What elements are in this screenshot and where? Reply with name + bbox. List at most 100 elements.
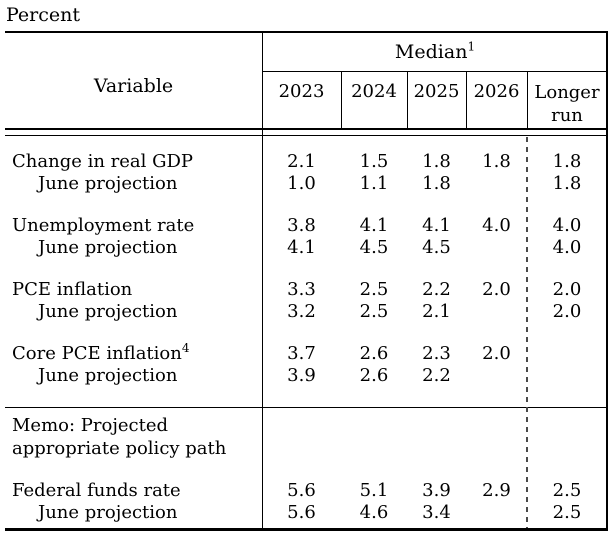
value-2023: 3.2 [287, 301, 316, 322]
year-header-2023: 2023 [278, 81, 325, 102]
value-2024: 5.1 [359, 480, 389, 501]
row-label: PCE inflation [12, 279, 133, 300]
value-2024: 4.5 [359, 237, 389, 258]
header-double-rule-lower [5, 135, 608, 136]
table-top-rule [5, 31, 608, 33]
median-underline-rule [262, 71, 608, 72]
value-2023: 2.1 [287, 151, 316, 172]
row-real-gdp: Change in real GDP 2.1 1.5 1.8 1.8 1.8 [5, 151, 607, 173]
value-2024: 4.6 [359, 502, 389, 523]
value-longer-run: 2.0 [552, 301, 582, 322]
row-pce-inflation-june: June projection 3.2 2.5 2.1 2.0 [5, 301, 607, 323]
value-longer-run: 2.5 [552, 480, 582, 501]
row-unemployment-june: June projection 4.1 4.5 4.5 4.0 [5, 237, 607, 259]
memo-separator-rule [5, 407, 608, 408]
value-2026: 4.0 [482, 215, 511, 236]
value-2026 [466, 173, 527, 195]
value-2026: 2.0 [482, 279, 511, 300]
memo-label-line-2: appropriate policy path [5, 438, 607, 460]
memo-label-line-1: Memo: Projected [5, 415, 607, 437]
value-longer-run: 1.8 [552, 151, 582, 172]
core-pce-footnote-marker: 4 [181, 341, 190, 355]
unit-label: Percent [6, 4, 81, 26]
row-federal-funds-rate: Federal funds rate 5.6 5.1 3.9 2.9 2.5 [5, 480, 607, 502]
value-longer-run: 2.5 [552, 502, 582, 523]
value-longer-run: 2.0 [552, 279, 582, 300]
value-2025: 4.5 [422, 237, 451, 258]
row-core-pce-inflation-june: June projection 3.9 2.6 2.2 [5, 365, 607, 387]
row-label: June projection [38, 301, 178, 322]
row-pce-inflation: PCE inflation 3.3 2.5 2.2 2.0 2.0 [5, 279, 607, 301]
row-label: Change in real GDP [12, 151, 194, 172]
value-2026 [466, 502, 527, 524]
value-2026 [466, 301, 527, 323]
longer-run-dashed-divider [526, 137, 528, 528]
value-2025: 2.3 [422, 343, 451, 364]
value-2024: 2.6 [359, 343, 389, 364]
value-2026 [466, 365, 527, 387]
row-real-gdp-june: June projection 1.0 1.1 1.8 1.8 [5, 173, 607, 195]
value-2025: 3.4 [422, 502, 451, 523]
value-2024: 2.6 [359, 365, 389, 386]
value-longer-run [527, 343, 607, 365]
year-header-2025: 2025 [413, 81, 460, 102]
row-label-text: Core PCE inflation [12, 343, 182, 364]
value-2023: 1.0 [287, 173, 316, 194]
value-2026: 2.0 [482, 343, 511, 364]
value-2023: 5.6 [287, 502, 316, 523]
row-label: June projection [38, 502, 178, 523]
header-double-rule-upper [5, 128, 608, 130]
row-federal-funds-rate-june: June projection 5.6 4.6 3.4 2.5 [5, 502, 607, 524]
value-longer-run: 1.8 [552, 173, 582, 194]
value-2023: 5.6 [287, 480, 316, 501]
value-2026: 2.9 [482, 480, 511, 501]
variable-column-header: Variable [5, 75, 262, 97]
row-unemployment: Unemployment rate 3.8 4.1 4.1 4.0 4.0 [5, 215, 607, 237]
row-label: Unemployment rate [12, 215, 195, 236]
year-column-divider-1 [341, 71, 342, 128]
value-2025: 4.1 [422, 215, 451, 236]
row-label: Federal funds rate [12, 480, 181, 501]
year-header-spacer [5, 81, 262, 127]
year-column-divider-4 [527, 71, 528, 128]
value-2024: 1.5 [359, 151, 389, 172]
table-right-border [606, 31, 608, 531]
value-2023: 3.9 [287, 365, 316, 386]
value-2024: 2.5 [359, 279, 389, 300]
value-2023: 3.7 [287, 343, 316, 364]
value-2025: 1.8 [422, 151, 451, 172]
value-2023: 4.1 [287, 237, 316, 258]
row-label: June projection [38, 237, 178, 258]
value-2026 [466, 237, 527, 259]
value-longer-run [527, 365, 607, 387]
variable-column-divider [262, 31, 263, 531]
year-column-divider-3 [466, 71, 467, 128]
value-longer-run: 4.0 [552, 215, 582, 236]
value-2023: 3.8 [287, 215, 316, 236]
value-2025: 3.9 [422, 480, 451, 501]
value-2024: 2.5 [359, 301, 389, 322]
year-column-divider-2 [407, 71, 408, 128]
median-column-group-header: Median1 [262, 40, 608, 64]
value-2024: 4.1 [359, 215, 389, 236]
value-2025: 2.2 [422, 279, 451, 300]
value-2023: 3.3 [287, 279, 316, 300]
value-2025: 1.8 [422, 173, 451, 194]
row-label: June projection [38, 173, 178, 194]
variable-header-label: Variable [93, 75, 174, 97]
row-label: Memo: Projected [12, 415, 169, 436]
year-header-2024: 2024 [351, 81, 397, 102]
longer-run-header: Longer run [534, 82, 600, 126]
table-bottom-rule [5, 528, 608, 531]
median-header-label: Median [394, 41, 468, 63]
value-2025: 2.1 [422, 301, 451, 322]
row-core-pce-inflation: Core PCE inflation4 3.7 2.6 2.3 2.0 [5, 341, 607, 365]
value-2025: 2.2 [422, 365, 451, 386]
value-longer-run: 4.0 [552, 237, 582, 258]
value-2026: 1.8 [482, 151, 511, 172]
projections-table: Variable Median1 2023 2024 2025 2026 Lon… [5, 31, 608, 531]
year-header-2026: 2026 [473, 81, 520, 102]
year-header-row: 2023 2024 2025 2026 Longer run [5, 81, 607, 127]
row-label: Core PCE inflation4 [5, 341, 262, 365]
